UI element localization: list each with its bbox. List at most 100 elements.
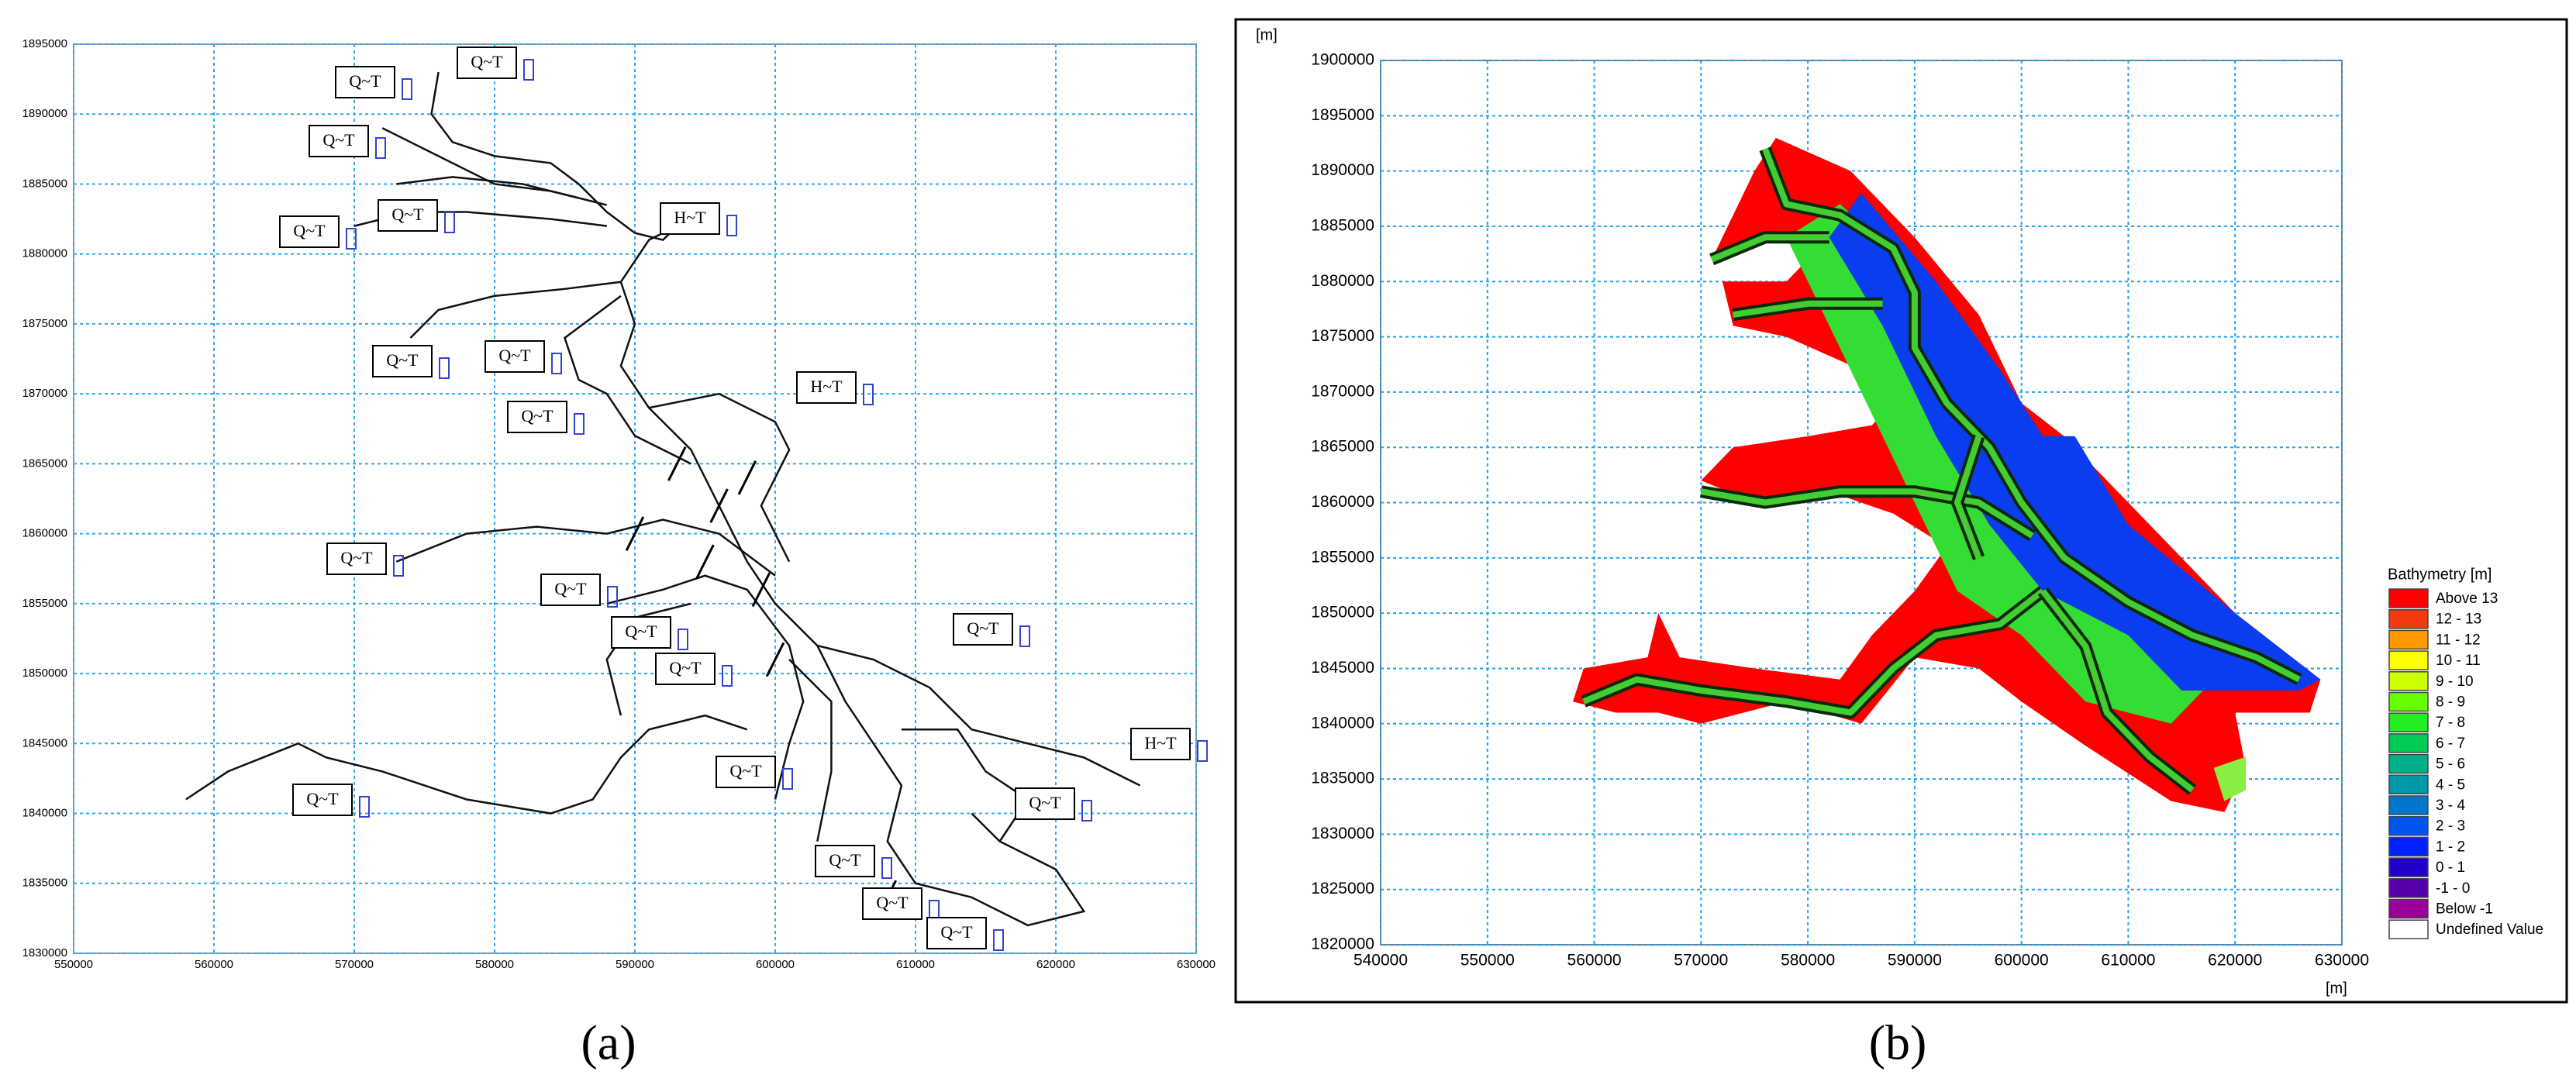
channel	[1733, 300, 1883, 318]
legend-swatch	[2388, 629, 2429, 650]
boundary-label: Q~T	[967, 618, 999, 638]
y-tick-label: 1820000	[1311, 935, 1374, 953]
y-tick-label: 1840000	[22, 807, 67, 820]
channel	[1762, 147, 2301, 683]
label-box	[926, 917, 987, 949]
y-tick-label: 1860000	[1311, 493, 1374, 511]
boundary-label: Q~T	[322, 130, 355, 150]
legend-swatch	[2388, 691, 2429, 712]
label-box	[309, 125, 369, 157]
boundary-node	[393, 555, 404, 577]
x-tick-label: 550000	[54, 958, 93, 971]
channel	[2040, 589, 2195, 793]
y-unit: [m]	[1256, 26, 1278, 43]
legend-swatch	[2388, 919, 2429, 939]
river	[396, 176, 579, 199]
y-tick-label: 1860000	[22, 527, 67, 540]
legend-swatch	[2388, 774, 2429, 795]
boundary-label: Q~T	[940, 922, 973, 942]
y-tick-label: 1870000	[1311, 382, 1374, 400]
x-tick-label: 560000	[195, 958, 233, 971]
y-tick-label: 1900000	[1311, 51, 1374, 69]
x-tick-label: 630000	[1177, 958, 1216, 971]
y-tick-label: 1855000	[22, 597, 67, 610]
boundary-label: Q~T	[1029, 793, 1061, 812]
y-tick-label: 1830000	[1311, 825, 1374, 842]
boundary-label: H~T	[810, 377, 843, 396]
boundary-node	[607, 586, 618, 608]
boundary-label: Q~T	[669, 658, 702, 677]
legend-label: Undefined Value	[2436, 921, 2543, 938]
x-tick-label: 620000	[1036, 958, 1075, 971]
boundary-node	[439, 357, 450, 379]
boundary-node	[782, 768, 793, 790]
boundary-label: Q~T	[306, 789, 339, 808]
label-box	[660, 202, 720, 235]
boundary-label: Q~T	[349, 71, 381, 91]
label-box	[862, 887, 922, 920]
legend-swatch	[2388, 815, 2429, 836]
legend-swatch	[2388, 878, 2429, 898]
cross-section	[695, 544, 715, 580]
x-tick-label: 580000	[1781, 952, 1835, 970]
x-tick-label: 610000	[896, 958, 935, 971]
y-tick-label: 1835000	[22, 877, 67, 890]
boundary-node	[1019, 625, 1030, 647]
boundary-label: Q~T	[391, 205, 424, 224]
legend-label: 3 - 4	[2436, 797, 2465, 814]
y-tick-label: 1870000	[22, 387, 67, 400]
boundary-node	[574, 413, 585, 435]
boundary-label: Q~T	[876, 893, 909, 912]
legend-label: Below -1	[2436, 901, 2493, 918]
legend-label: -1 - 0	[2436, 880, 2470, 897]
label-box	[378, 199, 438, 232]
legend-swatch	[2388, 898, 2429, 919]
boundary-label: H~T	[674, 208, 706, 227]
legend-label: 9 - 10	[2436, 673, 2474, 690]
boundary-node	[402, 78, 412, 100]
boundary-label: Q~T	[829, 850, 861, 870]
legend-swatch	[2388, 588, 2429, 608]
y-tick-label: 1885000	[22, 177, 67, 190]
y-tick-label: 1850000	[1311, 604, 1374, 622]
y-tick-label: 1855000	[1311, 548, 1374, 566]
boundary-node	[678, 629, 688, 650]
label-box	[335, 66, 395, 98]
boundary-node	[863, 384, 874, 405]
legend-swatch	[2388, 671, 2429, 691]
bathymetry-deep	[1829, 193, 2321, 691]
boundary-node	[375, 137, 386, 159]
boundary-label: Q~T	[498, 346, 531, 365]
x-tick-label: 600000	[1995, 952, 2049, 970]
cross-section	[751, 572, 771, 608]
river	[648, 392, 791, 563]
y-tick-label: 1840000	[1311, 714, 1374, 732]
x-tick-label: 540000	[1354, 952, 1408, 970]
x-tick-label: 580000	[475, 958, 514, 971]
boundary-node	[881, 857, 892, 879]
y-tick-label: 1895000	[1311, 106, 1374, 124]
river	[606, 574, 805, 800]
legend-label: 7 - 8	[2436, 715, 2465, 731]
boundary-label: H~T	[1144, 733, 1177, 753]
x-tick-label: 550000	[1460, 952, 1515, 970]
boundary-node	[444, 212, 455, 233]
legend-label: 12 - 13	[2436, 611, 2481, 628]
cross-section	[765, 642, 785, 677]
river	[185, 714, 748, 815]
caption-b: (b)	[1869, 1015, 1927, 1070]
x-tick-label: 610000	[2101, 952, 2155, 970]
legend-title: Bathymetry [m]	[2388, 566, 2492, 583]
x-tick-label: 590000	[616, 958, 654, 971]
boundary-label: Q~T	[729, 761, 762, 780]
legend-swatch	[2388, 712, 2429, 732]
legend-swatch	[2388, 608, 2429, 629]
boundary-node	[1081, 800, 1092, 822]
x-tick-label: 590000	[1888, 952, 1942, 970]
legend-label: 11 - 12	[2436, 632, 2481, 648]
y-tick-label: 1825000	[1311, 880, 1374, 897]
y-tick-label: 1845000	[22, 736, 67, 749]
y-tick-label: 1875000	[22, 317, 67, 330]
legend-swatch	[2388, 795, 2429, 815]
